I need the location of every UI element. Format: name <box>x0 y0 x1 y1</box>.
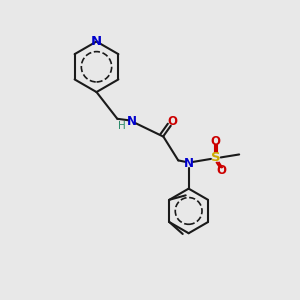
Text: O: O <box>167 115 177 128</box>
Text: N: N <box>127 115 137 128</box>
Text: N: N <box>91 35 102 48</box>
Text: O: O <box>216 164 226 177</box>
Text: O: O <box>210 135 220 148</box>
Text: S: S <box>211 151 220 164</box>
Text: H: H <box>118 121 126 131</box>
Text: N: N <box>184 157 194 170</box>
